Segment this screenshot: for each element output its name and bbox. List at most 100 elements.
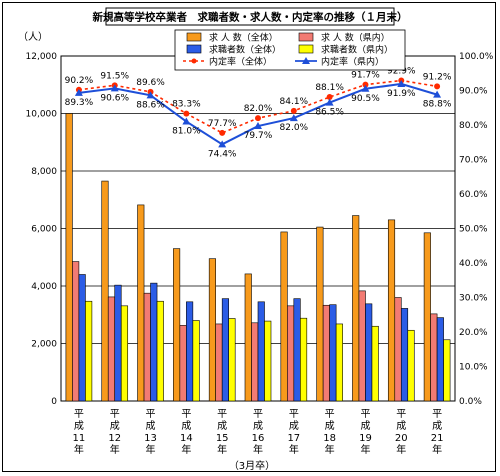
bar-2 [287,305,295,402]
x-tick-label: 平 [360,409,370,420]
line-point-2 [146,91,155,99]
legend-label: 内定率（全体） [209,56,272,68]
bar-4 [371,325,379,402]
bar-4 [407,329,415,402]
x-tick-label: 21 [431,433,444,444]
x-tick-label: 平 [325,409,335,420]
bar-4 [443,339,451,402]
legend-label: 内定率（県内） [321,56,384,68]
bar-4 [335,323,343,402]
x-tick-label: 成 [217,420,227,432]
data-label: 88.1% [315,83,344,93]
y-right-tick-label: 40.0% [459,259,488,269]
bar-2 [215,323,223,402]
x-tick-label: 15 [216,433,229,444]
data-label: 90.2% [65,76,94,86]
bar-3 [329,304,337,402]
bar-1 [352,215,360,402]
x-tick-label: 平 [432,409,442,420]
legend-label: 求 人 数（全体） [209,32,278,44]
y-left-tick-label: 6,000 [31,225,57,235]
line-point-1 [183,110,190,117]
bar-1 [244,273,252,402]
y-right-tick-label: 30.0% [459,294,488,304]
x-tick-label: 20 [395,433,408,444]
bar-2 [430,313,438,402]
x-tick-label: 17 [287,433,300,444]
bar-4 [264,320,272,402]
line-point-1 [326,94,333,101]
line-point-2 [289,114,298,122]
chart-svg: 新規高等学校卒業者 求職者数・求人数・内定率の推移（１月末） （人） （3月卒）… [18,7,494,472]
data-label: 74.4% [208,149,237,159]
bar-3 [186,301,194,402]
y-right-tick-label: 70.0% [459,156,488,166]
y-left-tick-label: 4,000 [31,282,57,292]
legend-swatch [186,32,202,42]
x-tick-label: 成 [432,420,442,432]
x-tick-label: 年 [74,443,84,456]
x-tick-label: 成 [110,420,120,432]
x-tick-label: 平 [110,409,120,420]
x-tick-label: 成 [396,420,406,432]
x-tick-label: 平 [253,409,263,420]
bar-3 [114,284,122,402]
data-label: 83.3% [172,100,201,110]
bar-3 [221,298,229,402]
y-right-tick-label: 80.0% [459,121,488,131]
bar-1 [101,180,109,402]
legend: 求 人 数（全体） 求 人 数（県内） 求職者数（全体） 求職者数（県内） 内定率（全体… [174,29,406,71]
data-label: 92.9% [387,66,416,76]
y-right-tick-label: 20.0% [459,328,488,338]
y-left-tick-label: 0 [51,397,57,407]
data-label: 88.6% [136,100,165,110]
line-point-1 [362,81,369,88]
x-tick-label: 成 [253,420,263,432]
line-point-1 [434,83,441,90]
bar-2 [394,297,402,402]
x-tick-label: 平 [146,409,156,420]
x-tick-label: 年 [253,443,263,456]
x-tick-label: 11 [73,433,86,444]
data-label: 91.9% [387,89,416,99]
chart-title: 新規高等学校卒業者 求職者数・求人数・内定率の推移（１月末） [93,11,408,24]
x-tick-label: 成 [74,420,84,432]
legend-label: 求職者数（全体） [209,44,281,56]
x-note: （3月卒） [229,459,275,472]
bar-4 [156,300,164,402]
bar-3 [365,303,373,402]
line-point-2 [397,79,406,87]
data-label: 90.5% [351,94,380,104]
bar-2 [251,322,259,402]
bar-3 [78,274,86,402]
data-label: 91.5% [100,71,129,81]
x-tick-label: 19 [359,433,372,444]
data-label: 84.1% [280,97,309,107]
data-label: 81.0% [172,127,201,137]
bar-3 [400,308,409,402]
x-tick-label: 成 [289,420,299,432]
data-label: 82.0% [244,104,273,114]
data-label: 82.0% [280,123,309,133]
bar-1 [208,258,216,402]
bar-1 [316,226,324,402]
line-point-1 [219,129,226,136]
data-label: 90.6% [100,93,129,103]
x-tick-label: 年 [289,443,299,456]
x-tick-label: 成 [181,420,191,432]
x-tick-label: 平 [74,409,84,420]
y-left-tick-label: 8,000 [31,167,57,177]
x-tick-label: 年 [432,443,442,456]
bar-1 [173,248,181,402]
legend-label: 求職者数（県内） [321,44,393,56]
bar-1 [65,113,73,402]
title-box [105,7,395,26]
bar-4 [300,317,308,402]
bar-4 [228,318,236,402]
y-right-tick-label: 50.0% [459,225,488,235]
bar-2 [179,325,187,402]
bar-2 [107,296,116,402]
x-tick-label: 年 [217,443,227,456]
y-right-tick-label: 60.0% [459,190,488,200]
bar-4 [120,305,129,402]
